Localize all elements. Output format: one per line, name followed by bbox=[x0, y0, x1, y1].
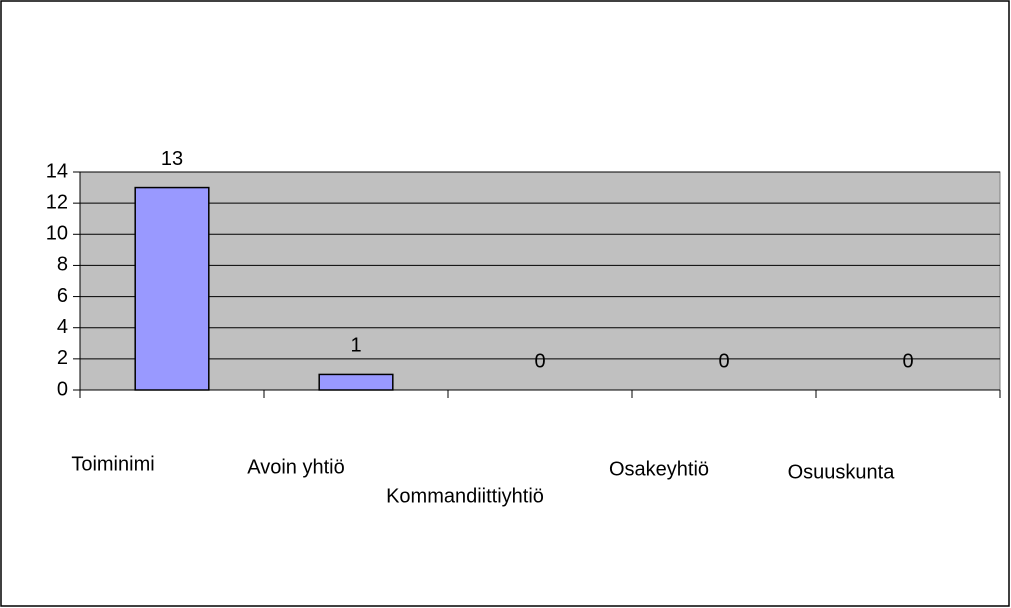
y-tick-label: 4 bbox=[57, 316, 68, 338]
plot-area bbox=[79, 171, 1001, 391]
data-label: 13 bbox=[161, 148, 183, 170]
y-tick-label: 0 bbox=[57, 378, 68, 400]
y-tick-label: 8 bbox=[57, 254, 68, 276]
bar bbox=[318, 373, 394, 391]
y-tick-label: 14 bbox=[46, 160, 68, 182]
data-label: 0 bbox=[902, 350, 913, 372]
x-tick-label: Toiminimi bbox=[71, 453, 154, 475]
bar bbox=[134, 186, 210, 391]
y-tick-label: 2 bbox=[57, 347, 68, 369]
y-tick-label: 6 bbox=[57, 285, 68, 307]
y-tick-label: 10 bbox=[46, 223, 68, 245]
y-tick-label: 12 bbox=[46, 191, 68, 213]
x-tick-label: Kommandiittiyhtiö bbox=[386, 485, 544, 507]
x-tick-label: Osakeyhtiö bbox=[609, 458, 709, 480]
data-label: 0 bbox=[534, 350, 545, 372]
x-tick-label: Avoin yhtiö bbox=[247, 456, 344, 478]
data-label: 0 bbox=[718, 350, 729, 372]
x-tick-label: Osuuskunta bbox=[788, 461, 896, 483]
data-label: 1 bbox=[350, 335, 361, 357]
